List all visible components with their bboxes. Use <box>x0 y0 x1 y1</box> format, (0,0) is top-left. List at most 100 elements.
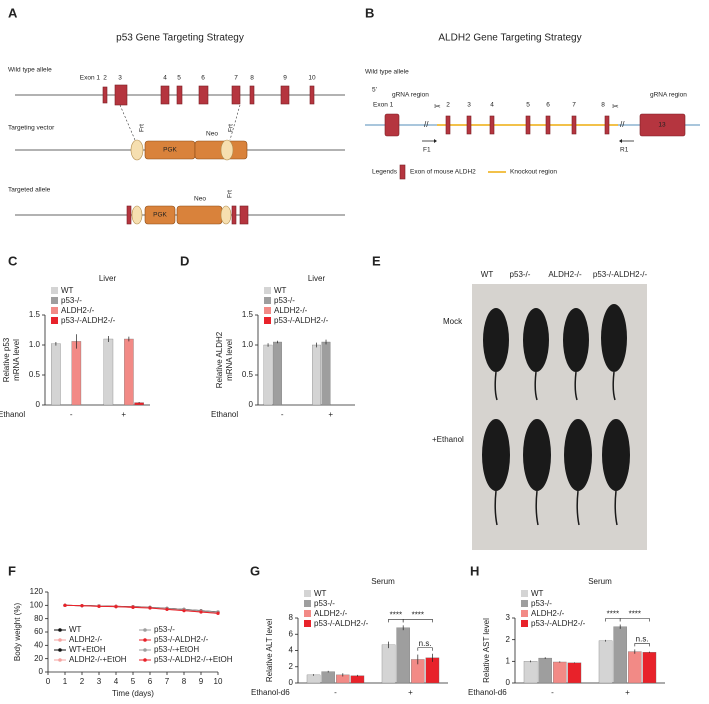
point <box>182 609 186 613</box>
exon-label: 6 <box>546 102 550 109</box>
significance-label: **** <box>629 610 641 619</box>
point <box>131 605 135 609</box>
legend-label: p53-/-ALDH2-/- <box>314 619 369 628</box>
bar <box>350 675 365 684</box>
row-label: +Ethanol <box>432 435 464 444</box>
legend-swatch <box>264 287 271 294</box>
bar <box>523 661 538 684</box>
legend-label: p53-/- <box>154 625 175 634</box>
legend-label: ALDH2-/- <box>314 609 348 618</box>
y-axis-label: mRNA level <box>225 339 234 381</box>
legend-swatch <box>51 297 58 304</box>
exon-label: 2 <box>446 102 450 109</box>
element-label: PGK <box>153 212 167 219</box>
y-tick-label: 40 <box>34 640 43 649</box>
legend-swatch <box>521 610 528 617</box>
y-tick-label: 60 <box>34 627 43 636</box>
legend-marker <box>143 658 147 662</box>
bar <box>598 640 613 684</box>
legend-label: WT <box>61 286 74 295</box>
x-tick-label: - <box>551 688 554 697</box>
y-tick-label: 1.5 <box>29 310 41 319</box>
bar <box>124 338 134 406</box>
legend-label: WT <box>69 625 82 634</box>
primer-label: R1 <box>620 147 629 154</box>
break-mark: // <box>424 120 429 129</box>
significance-bracket <box>605 618 621 622</box>
legend-swatch <box>264 307 271 314</box>
panel-label: D <box>180 253 189 268</box>
exon-label: 8 <box>601 102 605 109</box>
diagram-title: ALDH2 Gene Targeting Strategy <box>438 33 581 44</box>
exon-label: 7 <box>234 75 238 82</box>
legend-label: p53-/- <box>314 599 335 608</box>
x-tick-label: - <box>70 410 73 419</box>
bar <box>553 661 567 684</box>
y-tick-label: 1 <box>506 656 511 665</box>
legend-swatch <box>264 317 271 324</box>
y-tick-label: 1.0 <box>29 340 41 349</box>
bar <box>51 343 61 406</box>
y-tick-label: 2 <box>506 635 511 644</box>
legend-swatch <box>51 307 58 314</box>
panel-label: G <box>250 563 260 578</box>
panel-label: A <box>8 5 18 20</box>
legend-marker <box>143 638 147 642</box>
legend-label: p53-/-ALDH2-/- <box>61 316 116 325</box>
point <box>216 611 220 615</box>
exon-label: 5 <box>177 75 181 82</box>
row-label: Wild type allele <box>365 69 409 76</box>
legend-label: p53-/-+EtOH <box>154 645 199 654</box>
bar <box>321 341 331 406</box>
point <box>63 603 67 607</box>
x-tick-label: + <box>625 688 630 697</box>
exon-label: 6 <box>201 75 205 82</box>
bar <box>263 344 273 406</box>
legend-label: p53-/-ALDH2-/-+EtOH <box>154 655 233 664</box>
exon-label: 3 <box>118 75 122 82</box>
x-axis-label: Ethanol <box>211 410 238 419</box>
legend-label: p53-/- <box>61 296 82 305</box>
break-mark: // <box>620 120 625 129</box>
significance-bracket <box>634 643 650 647</box>
legend-label: ALDH2-/- <box>531 609 565 618</box>
bar <box>306 674 321 684</box>
significance-label: **** <box>390 610 402 619</box>
point <box>199 610 203 614</box>
x-tick-label: 8 <box>182 677 187 686</box>
legend-label: WT <box>531 589 544 598</box>
x-tick-label: - <box>281 410 284 419</box>
bar <box>567 662 582 684</box>
y-tick-label: 0 <box>249 400 254 409</box>
point <box>97 604 101 608</box>
diagram-a: p53 Gene Targeting Strategy Wild type al… <box>8 33 345 225</box>
panel-label: C <box>8 253 18 268</box>
legend-label: p53-/-ALDH2-/- <box>531 619 586 628</box>
y-tick-label: 120 <box>30 587 44 596</box>
y-tick-label: 4 <box>289 646 294 655</box>
chart-title: Serum <box>588 577 612 586</box>
bar <box>381 644 396 684</box>
x-axis-label: Ethanol-d6 <box>251 688 290 697</box>
point <box>114 605 118 609</box>
significance-bracket <box>402 619 433 623</box>
x-tick-label: 2 <box>80 677 85 686</box>
y-axis-label: Relative ALDH2 <box>215 331 224 388</box>
element-label: Frt <box>228 124 235 132</box>
legend-label: Knockout region <box>510 169 557 176</box>
y-tick-label: 0.5 <box>242 370 254 379</box>
x-tick-label: - <box>334 688 337 697</box>
x-tick-label: 7 <box>165 677 170 686</box>
element-label: Neo <box>194 196 206 203</box>
legend-swatch <box>304 610 311 617</box>
y-axis-label: Relative AST level <box>482 618 491 683</box>
significance-label: **** <box>607 610 619 619</box>
legend-label: WT+EtOH <box>69 645 106 654</box>
legend-swatch <box>264 297 271 304</box>
bar <box>538 657 552 684</box>
column-label: WT <box>481 270 494 279</box>
exon-label: 8 <box>250 75 254 82</box>
legend-swatch <box>51 317 58 324</box>
y-tick-label: 0 <box>36 400 41 409</box>
exon-label: 9 <box>283 75 287 82</box>
